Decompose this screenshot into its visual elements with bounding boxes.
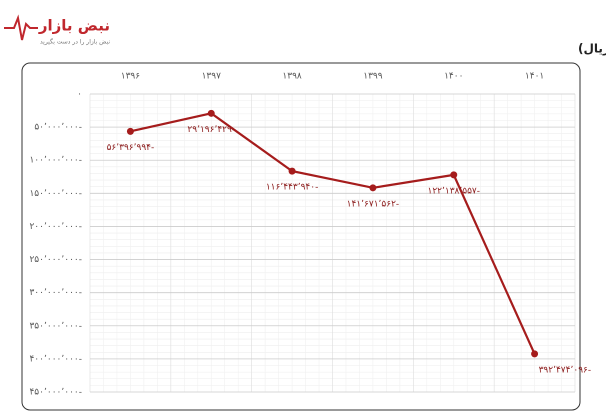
x-tick-label: ۱۳۹۶: [121, 72, 141, 82]
y-tick-label: ۰: [77, 90, 82, 100]
x-tick-label: ۱۴۰۱: [525, 72, 544, 82]
line: [130, 112, 536, 355]
logo: نبض بازار نبض بازار را در دست بگیرید: [4, 14, 110, 46]
point: [450, 171, 458, 179]
point: [531, 350, 539, 358]
logo-name: نبض بازار: [38, 17, 110, 35]
data-label: ۳۹۲٬۴۷۴٬۰۹۶-: [539, 365, 592, 375]
logo-tagline: نبض بازار را در دست بگیرید: [40, 38, 110, 46]
y-tick-label: ۱۵۰٬۰۰۰٬۰۰۰-: [29, 189, 82, 199]
x-tick-label: ۱۴۰۰: [444, 72, 463, 82]
data-label: ۱۴۱٬۶۷۱٬۵۶۲-: [347, 199, 400, 209]
y-tick-label: ۲۵۰٬۰۰۰٬۰۰۰-: [29, 255, 82, 265]
point: [288, 167, 296, 175]
point: [369, 184, 377, 192]
chart-title: نمودار۶. خالص درآمد (هزینه) تسهیلات و سپ…: [578, 41, 606, 57]
y-tick-label: ۴۵۰٬۰۰۰٬۰۰۰-: [29, 388, 82, 398]
y-tick-label: ۱۰۰٬۰۰۰٬۰۰۰-: [29, 156, 82, 166]
y-tick-label: ۵۰٬۰۰۰٬۰۰۰-: [34, 123, 82, 133]
x-tick-label: ۱۳۹۸: [282, 72, 302, 82]
logo-icon: [4, 14, 38, 41]
data-label: ۲۹٬۱۹۶٬۴۲۹-: [187, 125, 235, 135]
point: [126, 127, 134, 135]
x-tick-label: ۱۳۹۷: [202, 72, 222, 82]
data-label: ۱۱۶٬۴۴۳٬۹۴۰-: [266, 183, 319, 193]
point: [207, 109, 215, 117]
chart-frame: [21, 62, 581, 411]
y-tick-label: ۴۰۰٬۰۰۰٬۰۰۰-: [29, 354, 82, 364]
y-tick-label: ۳۵۰٬۰۰۰٬۰۰۰-: [29, 321, 82, 331]
y-tick-label: ۲۰۰٬۰۰۰٬۰۰۰-: [29, 222, 82, 232]
y-tick-label: ۳۰۰٬۰۰۰٬۰۰۰-: [29, 288, 82, 298]
data-label: ۱۲۲٬۱۳۸٬۵۵۷-: [427, 186, 480, 196]
x-tick-label: ۱۳۹۹: [363, 72, 383, 82]
data-label: ۵۶٬۳۹۶٬۹۹۴-: [107, 143, 155, 153]
